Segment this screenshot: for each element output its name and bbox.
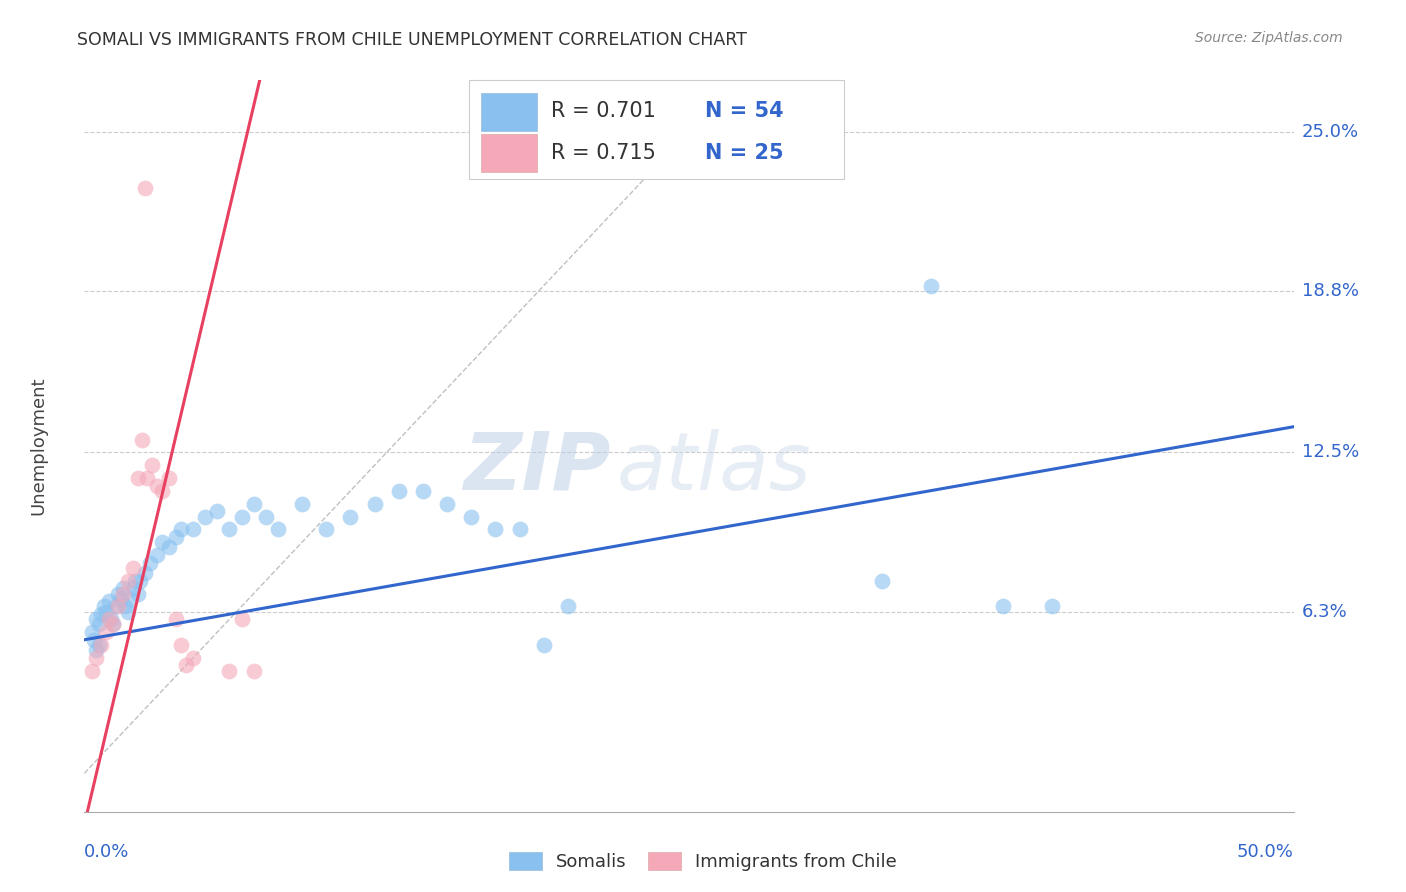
Point xyxy=(993,599,1015,614)
Point xyxy=(146,479,169,493)
Point xyxy=(509,523,531,537)
Point xyxy=(80,625,103,640)
Point xyxy=(107,586,129,600)
Point xyxy=(242,497,264,511)
Text: 12.5%: 12.5% xyxy=(1302,443,1360,461)
Point xyxy=(557,599,579,614)
Point xyxy=(460,509,482,524)
Point xyxy=(194,509,217,524)
Point xyxy=(90,638,112,652)
Point xyxy=(112,582,135,596)
Point xyxy=(104,599,127,614)
Point xyxy=(363,497,385,511)
FancyBboxPatch shape xyxy=(481,134,537,171)
Point xyxy=(103,617,125,632)
Text: N = 54: N = 54 xyxy=(704,101,783,121)
Legend: Somalis, Immigrants from Chile: Somalis, Immigrants from Chile xyxy=(502,846,904,879)
Point xyxy=(112,586,135,600)
Point xyxy=(388,483,411,498)
Point xyxy=(131,433,153,447)
Point xyxy=(412,483,434,498)
Point xyxy=(117,605,139,619)
Point xyxy=(93,599,115,614)
Text: atlas: atlas xyxy=(616,429,811,507)
Point xyxy=(1040,599,1063,614)
Text: ZIP: ZIP xyxy=(463,429,610,507)
Point xyxy=(100,612,122,626)
Point xyxy=(150,483,173,498)
Point xyxy=(97,594,120,608)
Text: Source: ZipAtlas.com: Source: ZipAtlas.com xyxy=(1195,31,1343,45)
Point xyxy=(181,523,204,537)
Point xyxy=(83,632,105,647)
Point xyxy=(110,591,132,606)
Text: R = 0.715: R = 0.715 xyxy=(551,143,657,162)
Point xyxy=(231,509,253,524)
Point xyxy=(121,561,143,575)
Point xyxy=(157,541,180,555)
Point xyxy=(80,664,103,678)
Point xyxy=(134,566,156,580)
Point xyxy=(120,591,142,606)
Text: SOMALI VS IMMIGRANTS FROM CHILE UNEMPLOYMENT CORRELATION CHART: SOMALI VS IMMIGRANTS FROM CHILE UNEMPLOY… xyxy=(77,31,747,49)
Point xyxy=(291,497,314,511)
Point xyxy=(94,625,117,640)
Text: R = 0.701: R = 0.701 xyxy=(551,101,657,121)
Point xyxy=(170,638,193,652)
Point xyxy=(103,617,125,632)
Point xyxy=(90,607,112,621)
Point xyxy=(436,497,458,511)
Point xyxy=(138,556,160,570)
Point xyxy=(242,664,264,678)
Point xyxy=(127,586,149,600)
Point xyxy=(114,599,136,614)
Point xyxy=(86,650,108,665)
Text: 50.0%: 50.0% xyxy=(1237,843,1294,861)
Point xyxy=(86,612,108,626)
Point xyxy=(146,548,169,562)
Point xyxy=(267,523,290,537)
Point xyxy=(484,523,506,537)
Point xyxy=(97,612,120,626)
Point xyxy=(218,664,240,678)
Point xyxy=(207,504,229,518)
Point xyxy=(150,535,173,549)
Point xyxy=(87,617,110,632)
Point xyxy=(117,574,139,588)
Point xyxy=(121,582,143,596)
Point xyxy=(339,509,361,524)
Point xyxy=(231,612,253,626)
Point xyxy=(218,523,240,537)
Point xyxy=(254,509,277,524)
Point xyxy=(872,574,894,588)
Point xyxy=(141,458,163,473)
Point xyxy=(920,278,942,293)
Point xyxy=(174,658,197,673)
Point xyxy=(181,650,204,665)
Point xyxy=(134,181,156,195)
Point xyxy=(94,605,117,619)
Point xyxy=(127,471,149,485)
Text: N = 25: N = 25 xyxy=(704,143,783,162)
Point xyxy=(165,530,187,544)
Text: 6.3%: 6.3% xyxy=(1302,602,1347,621)
Point xyxy=(315,523,337,537)
Point xyxy=(107,599,129,614)
Point xyxy=(157,471,180,485)
Point xyxy=(129,574,152,588)
Text: 25.0%: 25.0% xyxy=(1302,122,1360,141)
Point xyxy=(136,471,159,485)
Text: 18.8%: 18.8% xyxy=(1302,282,1358,300)
Point xyxy=(165,612,187,626)
Point xyxy=(124,574,146,588)
Text: Unemployment: Unemployment xyxy=(30,376,48,516)
FancyBboxPatch shape xyxy=(468,80,844,179)
FancyBboxPatch shape xyxy=(481,93,537,131)
Point xyxy=(86,643,108,657)
Point xyxy=(170,523,193,537)
Point xyxy=(87,638,110,652)
Point xyxy=(533,638,555,652)
Text: 0.0%: 0.0% xyxy=(84,843,129,861)
